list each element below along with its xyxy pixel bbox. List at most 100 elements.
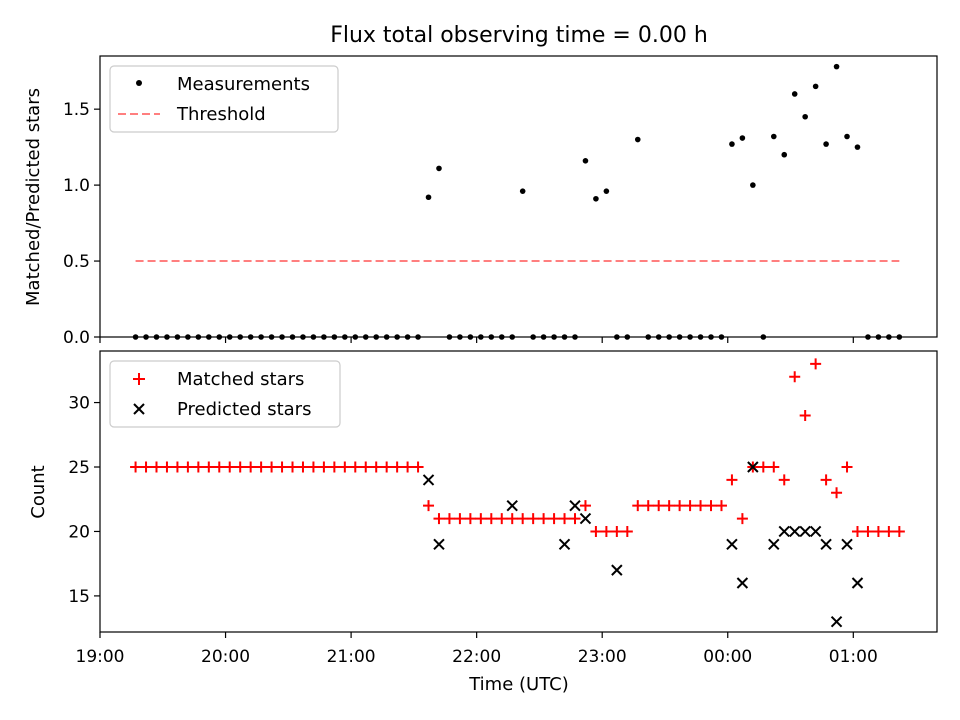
matched-stars-point — [726, 474, 738, 486]
measurements-point — [781, 151, 788, 158]
matched-stars-point — [402, 461, 414, 473]
matched-stars-point — [621, 525, 633, 537]
predicted-stars-point — [558, 538, 571, 551]
matched-stars-point — [736, 513, 748, 525]
top-legend-box — [109, 65, 339, 133]
matched-stars-point — [496, 513, 508, 525]
measurements-point — [812, 83, 819, 90]
bottom-y-tick-label: 20 — [68, 522, 90, 542]
measurements-point — [750, 182, 756, 188]
predicted-stars-point — [747, 461, 759, 473]
x-tick-label: 22:00 — [452, 647, 501, 667]
predicted-stars-point — [506, 499, 518, 512]
matched-stars-point — [328, 461, 340, 473]
matched-stars-point — [569, 513, 581, 525]
bottom-y-tick-label: 15 — [68, 587, 90, 607]
predicted-stars-point — [579, 512, 592, 525]
matched-stars-point — [475, 513, 487, 525]
matched-stars-point — [590, 525, 602, 537]
matched-stars-point — [213, 461, 225, 473]
matched-stars-point — [454, 513, 466, 525]
measurements-point — [802, 113, 808, 120]
matched-stars-point — [276, 461, 288, 473]
measurements-point — [833, 63, 840, 70]
matched-stars-point — [339, 461, 351, 473]
matched-stars-point — [663, 500, 675, 512]
matched-stars-point — [412, 461, 424, 473]
top-y-tick-label: 0.5 — [63, 252, 90, 272]
x-tick-label: 19:00 — [76, 647, 125, 667]
top-y-tick-label: 1.5 — [63, 100, 90, 120]
measurements-point — [854, 144, 861, 150]
measurements-point — [634, 136, 641, 143]
matched-stars-point — [695, 500, 707, 512]
predicted-stars-point — [422, 474, 435, 486]
legend-matched-label: Matched stars — [177, 369, 304, 390]
x-tick-label: 21:00 — [327, 647, 376, 667]
matched-stars-point — [579, 500, 591, 512]
matched-stars-point — [883, 525, 895, 537]
bottom-legend: Matched stars Predicted stars — [109, 360, 341, 428]
matched-stars-point — [851, 525, 863, 537]
matched-stars-point — [464, 513, 476, 525]
matched-stars-point — [789, 371, 801, 383]
matched-stars-point — [423, 500, 435, 512]
matched-stars-point — [684, 500, 696, 512]
predicted-stars-point — [768, 538, 780, 551]
measurements-point — [593, 195, 599, 202]
top-y-axis-label: Matched/Predicted stars — [23, 88, 44, 306]
predicted-stars-point — [778, 525, 790, 538]
matched-stars-point — [182, 461, 194, 473]
matched-stars-point — [443, 513, 455, 525]
measurements-point — [770, 133, 777, 140]
predicted-stars-point — [611, 564, 623, 576]
x-tick-label: 01:00 — [829, 647, 878, 667]
legend-predicted-label: Predicted stars — [177, 399, 311, 420]
matched-stars-point — [820, 474, 832, 486]
matched-stars-point — [674, 500, 686, 512]
matched-stars-point — [559, 513, 571, 525]
matched-stars-point — [517, 513, 529, 525]
matched-stars-point — [600, 525, 612, 537]
predicted-stars-point — [851, 577, 864, 589]
matched-stars-point — [307, 461, 319, 473]
bottom-y-axis-label: Count — [28, 465, 49, 518]
matched-stars-point — [893, 525, 905, 537]
matched-stars-point — [632, 500, 644, 512]
figure-title: Flux total observing time = 0.00 h — [330, 23, 708, 48]
matched-stars-point — [799, 409, 811, 421]
measurements-point — [582, 158, 589, 164]
measurements-point — [791, 91, 798, 97]
matched-stars-point — [872, 525, 884, 537]
measurements-point — [436, 165, 442, 172]
matched-stars-point — [757, 461, 769, 473]
legend-measurements-marker-icon — [136, 80, 142, 86]
top-y-tick-label: 0.0 — [63, 328, 90, 348]
matched-stars-point — [360, 461, 372, 473]
legend-measurements-label: Measurements — [177, 74, 310, 95]
matched-stars-point — [810, 358, 822, 370]
matched-stars-point — [245, 461, 257, 473]
matched-stars-point — [255, 461, 267, 473]
matched-stars-point — [161, 461, 173, 473]
x-tick-label: 00:00 — [703, 647, 752, 667]
measurements-point — [844, 133, 850, 140]
matched-stars-point — [768, 461, 780, 473]
matched-stars-point — [527, 513, 539, 525]
top-legend: Measurements Threshold — [109, 65, 339, 133]
predicted-stars-point — [841, 538, 853, 551]
measurements-point — [823, 141, 829, 147]
x-tick-label: 20:00 — [201, 647, 250, 667]
matched-stars-point — [130, 461, 142, 473]
matched-stars-point — [349, 461, 361, 473]
matched-stars-point — [506, 513, 518, 525]
bottom-plot-area — [130, 358, 905, 628]
matched-stars-point — [150, 461, 162, 473]
top-axes-frame — [99, 55, 938, 338]
matched-stars-point — [705, 500, 717, 512]
matched-stars-point — [778, 474, 790, 486]
top-panel: 0.0 0.5 1.0 1.5 Matched/Predicted stars Mea… — [23, 55, 938, 348]
legend-threshold-label: Threshold — [176, 104, 266, 125]
matched-stars-point — [266, 461, 278, 473]
